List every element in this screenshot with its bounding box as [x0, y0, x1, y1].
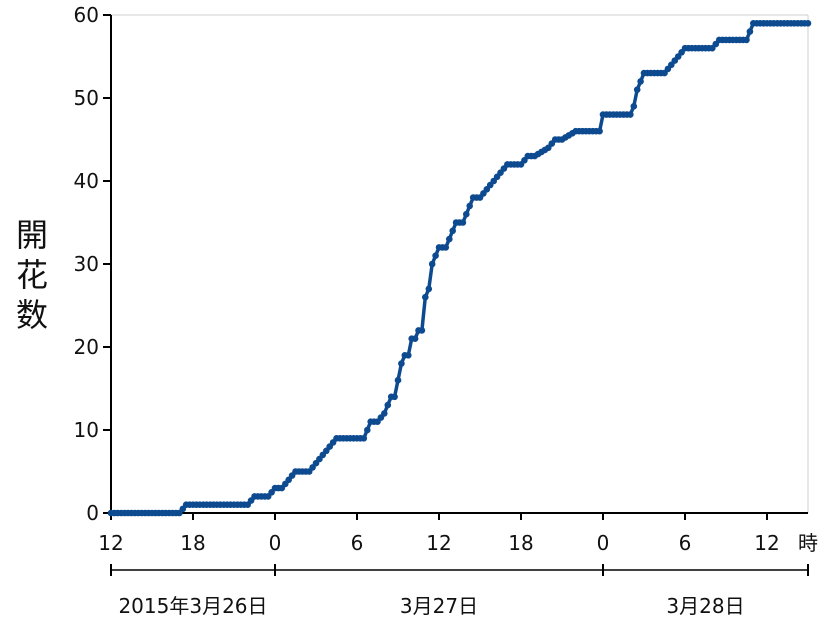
data-point: [405, 352, 412, 359]
y-tick-label: 20: [74, 335, 99, 359]
data-point: [422, 293, 429, 301]
x-unit-label: 時: [798, 531, 818, 555]
data-point: [381, 410, 388, 417]
data-point: [432, 252, 439, 259]
data-point: [364, 426, 371, 434]
data-point: [633, 86, 641, 93]
x-axis: 12 18 0 6 12 18 0 6 12: [98, 512, 808, 555]
series-line: [109, 21, 810, 515]
x-tick-label: 18: [180, 531, 205, 555]
date-axis: 2015年3月26日 3月27日 3月28日: [110, 564, 809, 618]
date-label: 3月28日: [666, 594, 744, 618]
data-point: [411, 335, 419, 343]
x-tick-label: 12: [754, 531, 779, 555]
y-axis-label: 開花数: [12, 215, 52, 335]
data-point: [804, 20, 812, 27]
x-tick-label: 0: [597, 531, 610, 555]
data-point: [360, 435, 368, 442]
date-label: 2015年3月26日: [118, 594, 267, 618]
data-point: [637, 78, 644, 85]
data-point: [391, 393, 398, 401]
data-point: [746, 28, 754, 35]
data-point: [627, 111, 634, 118]
x-tick-label: 18: [508, 531, 533, 555]
plot-frame: [111, 14, 809, 513]
data-point: [466, 202, 474, 210]
data-point: [428, 260, 436, 268]
data-point: [743, 36, 750, 44]
data-point: [459, 219, 467, 226]
y-axis-label-char: 花: [15, 256, 48, 294]
y-tick-label: 60: [74, 3, 99, 27]
y-axis-label-char: 開: [15, 216, 48, 254]
y-tick-label: 40: [74, 169, 99, 193]
y-tick-label: 10: [74, 418, 99, 442]
series-layer: [107, 20, 812, 517]
data-point: [418, 327, 426, 334]
data-point: [596, 127, 603, 135]
y-axis: 0 10 20 30 40 50 60: [74, 3, 112, 525]
x-tick-label: 6: [679, 531, 692, 555]
x-tick-label: 0: [269, 531, 282, 555]
y-tick-label: 50: [74, 86, 99, 110]
x-tick-label: 12: [98, 531, 123, 555]
data-point: [398, 360, 405, 367]
y-tick-label: 30: [74, 252, 99, 276]
x-tick-label: 6: [351, 531, 364, 555]
data-point: [463, 210, 470, 218]
data-point: [384, 401, 392, 409]
data-point: [425, 285, 433, 293]
data-point: [394, 376, 402, 384]
date-label: 3月27日: [400, 594, 478, 618]
data-point: [446, 235, 453, 243]
y-axis-label-char: 数: [15, 296, 48, 334]
x-tick-label: 12: [426, 531, 451, 555]
data-point: [630, 103, 638, 110]
y-tick-label: 0: [86, 501, 99, 525]
data-point: [449, 227, 457, 235]
data-point: [442, 244, 450, 251]
